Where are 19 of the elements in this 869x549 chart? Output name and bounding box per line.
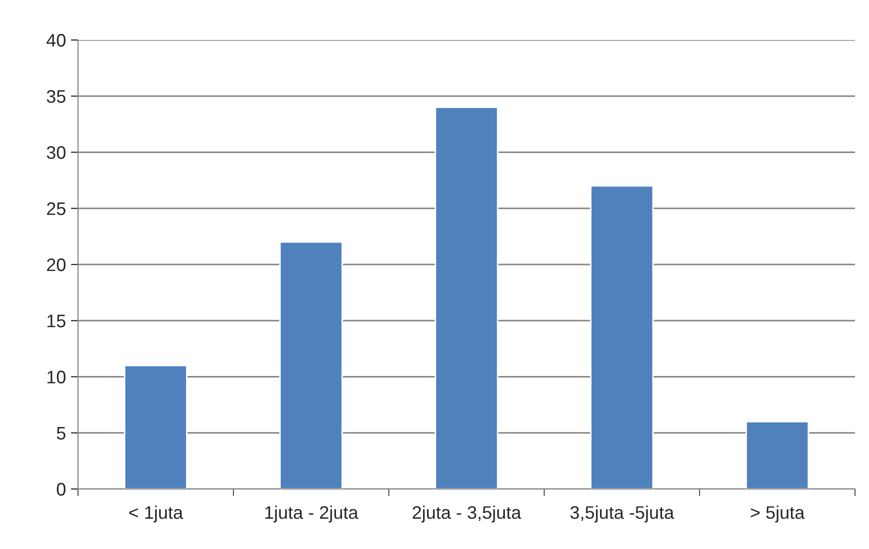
bar: [434, 106, 498, 489]
x-tick-label: 2juta - 3,5juta: [412, 506, 522, 522]
bar: [279, 241, 343, 489]
x-tick-label: < 1juta: [129, 506, 184, 522]
y-tick-label: 5: [56, 426, 66, 440]
y-tick-label: 15: [47, 314, 66, 328]
bar: [746, 420, 810, 489]
y-tick-label: 10: [47, 370, 66, 384]
y-tick-label: 20: [47, 258, 66, 272]
x-tick-label: 3,5juta -5juta: [570, 506, 674, 522]
y-tick-label: 25: [47, 202, 66, 216]
y-tick-label: 35: [46, 90, 66, 103]
y-tick-label: 30: [46, 146, 66, 159]
y-tick-label: 0: [56, 482, 66, 496]
x-tick-label: > 5juta: [750, 506, 805, 522]
bar: [124, 364, 188, 489]
x-tick-label: 1juta - 2juta: [265, 506, 358, 522]
bar: [590, 185, 654, 489]
y-tick-label: 40: [46, 34, 66, 47]
